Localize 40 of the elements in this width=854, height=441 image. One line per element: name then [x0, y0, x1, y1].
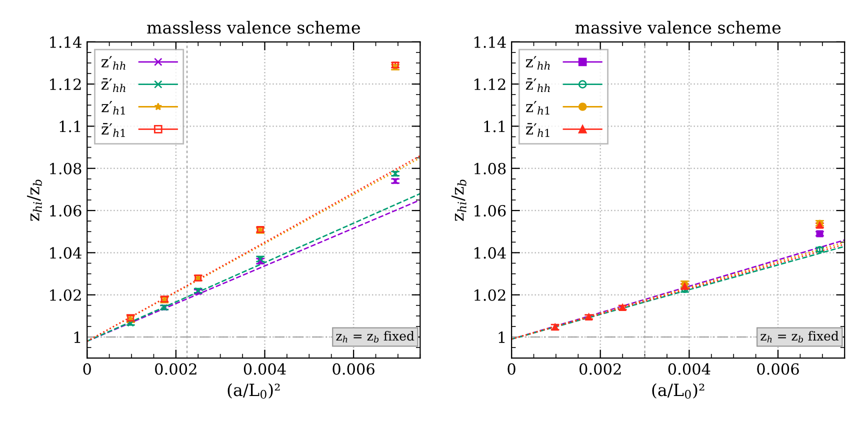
legend-label: z′$_{h1}$	[526, 100, 550, 114]
x-tick-label: 0	[508, 363, 516, 375]
ref-line-label: z$_{h}$ = z$_{b}$ fixed	[336, 330, 414, 343]
x-tick-label: 0.004	[244, 363, 286, 375]
y-tick-label: 1.04	[50, 247, 82, 259]
x-axis-title: (a/L$_{0}$)²	[652, 383, 704, 399]
x-tick-label: 0	[83, 363, 91, 375]
x-tick-label: 0.002	[155, 363, 196, 375]
y-tick-label: 1	[74, 331, 80, 343]
x-tick-label: 0.006	[757, 363, 799, 375]
legend-label: z̄′$_{h1}$	[526, 123, 550, 137]
legend-label: z̄′$_{hh}$	[526, 78, 550, 92]
y-tick-label: 1.1	[60, 120, 80, 132]
x-axis-title: (a/L$_{0}$)²	[228, 383, 280, 399]
y-tick-label: 1.14	[50, 36, 82, 48]
legend-label: z′$_{h1}$	[102, 100, 125, 114]
x-tick-label: 0.006	[332, 363, 374, 375]
y-tick-label: 1	[498, 331, 505, 343]
y-tick-label: 1.08	[474, 162, 506, 174]
y-axis-title: z$_{hi}$/z$_{b}$	[451, 180, 466, 221]
y-tick-label: 1.06	[50, 205, 82, 217]
x-tick-label: 0.004	[668, 363, 710, 375]
legend-label: z̄′$_{hh}$	[101, 78, 126, 92]
y-tick-label: 1.14	[474, 36, 506, 48]
y-tick-label: 1.1	[484, 120, 505, 132]
legend-label: z̄′$_{h1}$	[102, 123, 125, 137]
y-tick-label: 1.02	[474, 289, 506, 301]
chart-title: massive valence scheme	[575, 20, 781, 34]
y-axis-title: z$_{hi}$/z$_{b}$	[27, 180, 42, 221]
y-tick-label: 1.04	[474, 247, 506, 259]
y-tick-label: 1.06	[474, 205, 506, 217]
chart-title: massless valence scheme	[147, 20, 360, 34]
x-tick-label: 0.002	[580, 363, 621, 375]
y-tick-label: 1.12	[474, 78, 506, 90]
y-tick-label: 1.02	[50, 289, 81, 301]
legend-label: z′$_{hh}$	[101, 56, 126, 70]
y-tick-label: 1.12	[50, 78, 81, 90]
legend-label: z′$_{hh}$	[526, 56, 550, 70]
ref-line-label: z$_{h}$ = z$_{b}$ fixed	[760, 330, 839, 343]
y-tick-label: 1.08	[50, 162, 82, 174]
